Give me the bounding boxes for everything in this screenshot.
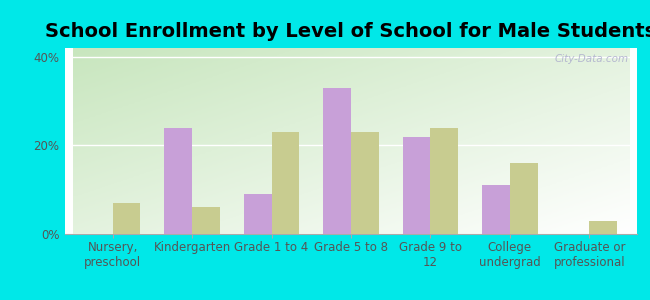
- Text: City-Data.com: City-Data.com: [554, 54, 629, 64]
- Bar: [430, 128, 458, 234]
- Bar: [482, 185, 510, 234]
- Bar: [272, 132, 300, 234]
- Bar: [112, 203, 140, 234]
- Bar: [402, 136, 430, 234]
- Bar: [351, 132, 379, 234]
- Title: School Enrollment by Level of School for Male Students: School Enrollment by Level of School for…: [46, 22, 650, 41]
- Bar: [244, 194, 272, 234]
- Bar: [510, 163, 538, 234]
- Bar: [323, 88, 351, 234]
- Bar: [192, 207, 220, 234]
- Bar: [590, 221, 617, 234]
- Bar: [164, 128, 192, 234]
